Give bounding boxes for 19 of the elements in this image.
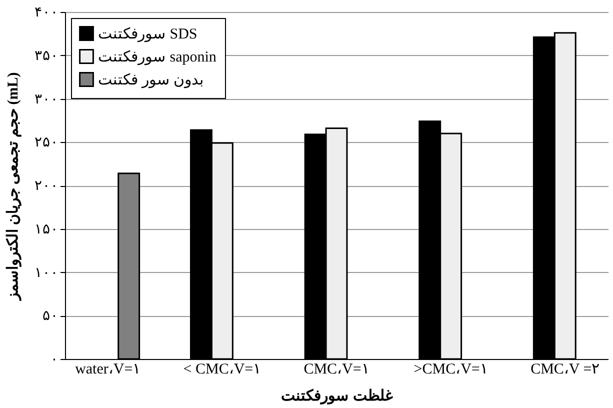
y-tick-label: ۱۵۰: [34, 222, 58, 238]
x-tick-label: CMC،V=۱: [304, 362, 370, 378]
legend-label: سورفکتنت SDS: [98, 26, 198, 42]
x-tick-label: >CMC،V=۱: [414, 362, 488, 378]
x-tick-label: water،V=۱: [75, 362, 141, 378]
y-tick-label: ۱۰۰: [34, 266, 58, 281]
legend-label: بدون سور فکتنت: [98, 72, 204, 88]
x-tick-label: CMC،V =۲: [530, 362, 600, 378]
y-tick-label: ۴۰۰: [34, 6, 58, 20]
x-tick-label: < CMC،V=۱: [183, 362, 262, 378]
x-axis-title: غلظت سورفکتنت: [281, 388, 393, 404]
y-tick-label: ۲۵۰: [34, 136, 58, 151]
y-tick-label: ۲۰۰: [34, 179, 58, 194]
legend-label: سورفکتنت saponin: [98, 50, 217, 66]
y-tick-label: ۳۵۰: [34, 48, 58, 64]
y-axis-title: حجم تجمعی جریان الکترواسمز (mL): [6, 72, 22, 301]
y-tick-label: ۰: [50, 352, 58, 368]
y-tick-label: ۵۰: [42, 309, 58, 324]
y-tick-label: ۳۰۰: [34, 92, 58, 108]
